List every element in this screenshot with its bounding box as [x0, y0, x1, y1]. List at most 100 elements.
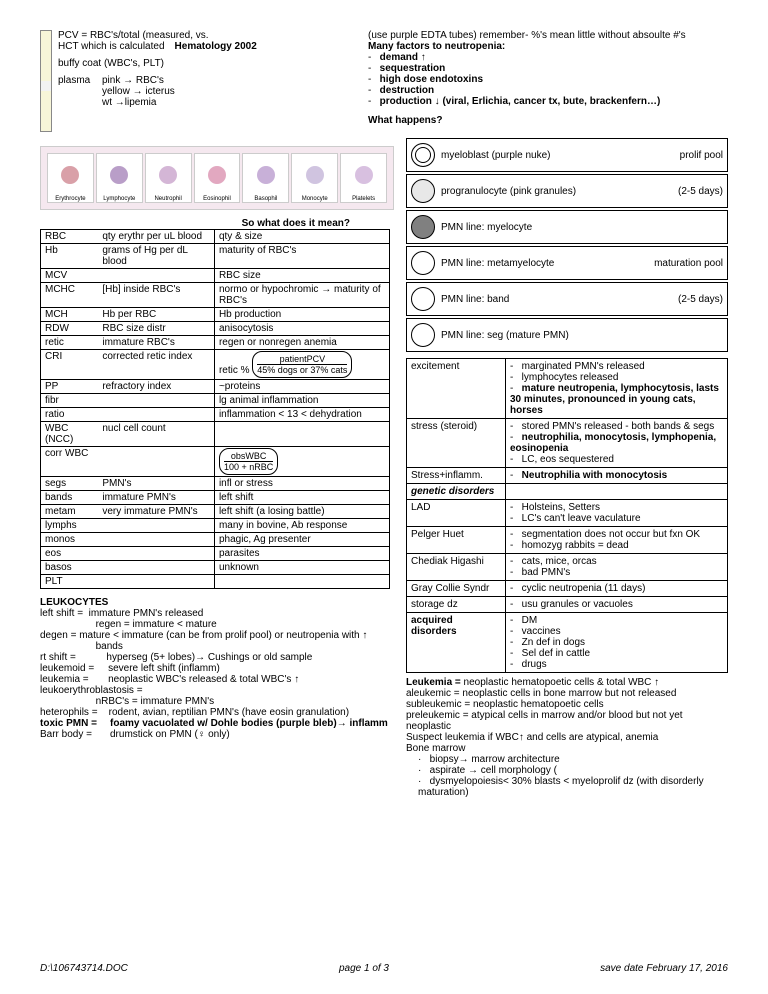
table-row: acquired disorders- DM- vaccines- Zn def… — [407, 613, 728, 673]
stage-icon — [411, 251, 435, 275]
footer-center: page 1 of 3 — [339, 963, 389, 974]
table-row: WBC (NCC)nucl cell count — [41, 422, 390, 447]
stage-right: (2-5 days) — [678, 294, 723, 305]
stage-right: prolif pool — [680, 150, 723, 161]
leukemia-line: Bone marrow — [406, 743, 728, 754]
table-row: metamvery immature PMN'sleft shift (a lo… — [41, 505, 390, 519]
stage-label: PMN line: seg (mature PMN) — [441, 330, 723, 341]
neutropenia-item: - destruction — [368, 85, 728, 96]
stage-right: (2-5 days) — [678, 186, 723, 197]
table-row: corr WBCobsWBC100 + nRBC — [41, 447, 390, 477]
table-row: genetic disorders — [407, 484, 728, 500]
table-row: LAD- Holsteins, Setters- LC's can't leav… — [407, 500, 728, 527]
leukemia-bullet: · aspirate → cell morphology ( — [418, 765, 728, 776]
main-table: RBCqty erythr per uL bloodqty & sizeHbgr… — [40, 229, 390, 589]
stage-label: PMN line: myelocyte — [441, 222, 723, 233]
leukocytes-title: LEUKOCYTES — [40, 597, 390, 608]
stage-label: progranulocyte (pink granules) — [441, 186, 678, 197]
stage-icon — [411, 215, 435, 239]
header-block: PCV = RBC's/total (measured, vs. HCT whi… — [40, 30, 728, 132]
pcv-line: PCV = RBC's/total (measured, vs. — [58, 30, 358, 41]
cell-box: Lymphocyte — [96, 153, 143, 203]
table-row: monosphagic, Ag presenter — [41, 533, 390, 547]
table-row: RBCqty erythr per uL bloodqty & size — [41, 230, 390, 244]
table-row: MCHC[Hb] inside RBC'snormo or hypochromi… — [41, 283, 390, 308]
disorders-table: excitement- marginated PMN's released- l… — [406, 358, 728, 673]
stage-row: PMN line: seg (mature PMN) — [406, 318, 728, 352]
leukemia-line: aleukemic = neoplastic cells in bone mar… — [406, 688, 728, 699]
table-row: Gray Collie Syndr- cyclic neutropenia (1… — [407, 581, 728, 597]
plasma-line: wt →lipemia — [102, 97, 175, 108]
table-row: ratioinflammation < 13 < dehydration — [41, 408, 390, 422]
stage-row: myeloblast (purple nuke)prolif pool — [406, 138, 728, 172]
plasma-line: yellow → icterus — [102, 86, 175, 97]
stage-row: PMN line: myelocyte — [406, 210, 728, 244]
leukemia-line: subleukemic = neoplastic hematopoetic ce… — [406, 699, 728, 710]
cell-strip: ErythrocyteLymphocyteNeutrophilEosinophi… — [40, 146, 394, 210]
buffy-line: buffy coat (WBC's, PLT) — [58, 58, 358, 69]
cell-box: Platelets — [340, 153, 387, 203]
page-title: Hematology 2002 — [175, 41, 257, 52]
table-row: PLT — [41, 575, 390, 589]
table-row: eosparasites — [41, 547, 390, 561]
table-row: CRIcorrected retic indexretic % patientP… — [41, 350, 390, 380]
stage-icon — [411, 179, 435, 203]
table-row: PPrefractory index~proteins — [41, 380, 390, 394]
barr-text: drumstick on PMN (♀ only) — [110, 729, 230, 740]
table-row: stress (steroid)- stored PMN's released … — [407, 419, 728, 468]
toxic-text: foamy vacuolated w/ Dohle bodies (purple… — [110, 718, 390, 729]
leukemia-rest: neoplastic hematopoetic cells & total WB… — [464, 677, 660, 688]
leukemia-line: preleukemic = atypical cells in marrow a… — [406, 710, 728, 732]
stage-icon — [411, 323, 435, 347]
stage-icon — [411, 143, 435, 167]
plasma-line: pink → RBC's — [102, 75, 175, 86]
table-row: reticimmature RBC'sregen or nonregen ane… — [41, 336, 390, 350]
footer-left: D:\106743714.DOC — [40, 963, 128, 974]
table-row: Pelger Huet- segmentation does not occur… — [407, 527, 728, 554]
neutropenia-item: - sequestration — [368, 63, 728, 74]
stage-label: PMN line: band — [441, 294, 678, 305]
table-row: Stress+inflamm.- Neutrophilia with monoc… — [407, 468, 728, 484]
cell-box: Neutrophil — [145, 153, 192, 203]
stage-label: myeloblast (purple nuke) — [441, 150, 680, 161]
table-row: storage dz- usu granules or vacuoles — [407, 597, 728, 613]
table-row: basosunknown — [41, 561, 390, 575]
leukemia-bullet: · biopsy→ marrow architecture — [418, 754, 728, 765]
plasma-label: plasma — [58, 75, 102, 108]
table-title: So what does it mean? — [242, 218, 350, 229]
footer-right: save date February 17, 2016 — [600, 963, 728, 974]
maturation-stages: myeloblast (purple nuke)prolif poolprogr… — [406, 138, 728, 354]
neutropenia-item: - production ↓ (viral, Erlichia, cancer … — [368, 96, 728, 107]
leukemia-title: Leukemia = — [406, 677, 464, 688]
table-row: RDWRBC size distranisocytosis — [41, 322, 390, 336]
stage-icon — [411, 287, 435, 311]
page-footer: D:\106743714.DOC page 1 of 3 save date F… — [40, 963, 728, 974]
barr-label: Barr body = — [40, 729, 110, 740]
table-row: lymphsmany in bovine, Ab response — [41, 519, 390, 533]
cell-box: Monocyte — [291, 153, 338, 203]
table-row: MCHHb per RBCHb production — [41, 308, 390, 322]
toxic-label: toxic PMN = — [40, 718, 110, 729]
stage-row: progranulocyte (pink granules)(2-5 days) — [406, 174, 728, 208]
neutropenia-item: - demand ↑ — [368, 52, 728, 63]
stage-label: PMN line: metamyelocyte — [441, 258, 654, 269]
stage-row: PMN line: band(2-5 days) — [406, 282, 728, 316]
table-row: segsPMN'sinfl or stress — [41, 477, 390, 491]
table-row: fibrlg animal inflammation — [41, 394, 390, 408]
leukocyte-notes: left shift = immature PMN's released reg… — [40, 608, 390, 718]
neutropenia-title: Many factors to neutropenia: — [368, 41, 728, 52]
cell-box: Eosinophil — [194, 153, 241, 203]
neutropenia-item: - high dose endotoxins — [368, 74, 728, 85]
tube-icon — [40, 30, 52, 132]
hct-line: HCT which is calculated — [58, 41, 165, 52]
stage-right: maturation pool — [654, 258, 723, 269]
table-row: bandsimmature PMN'sleft shift — [41, 491, 390, 505]
leukemia-bullet: · dysmyelopoiesis< 30% blasts < myelopro… — [418, 776, 728, 798]
title-note: (use purple EDTA tubes) remember- %'s me… — [368, 30, 728, 41]
cell-box: Basophil — [242, 153, 289, 203]
table-row: Hbgrams of Hg per dL bloodmaturity of RB… — [41, 244, 390, 269]
table-row: excitement- marginated PMN's released- l… — [407, 359, 728, 419]
stage-row: PMN line: metamyelocytematuration pool — [406, 246, 728, 280]
table-row: MCVRBC size — [41, 269, 390, 283]
leukemia-line: Suspect leukemia if WBC↑ and cells are a… — [406, 732, 728, 743]
